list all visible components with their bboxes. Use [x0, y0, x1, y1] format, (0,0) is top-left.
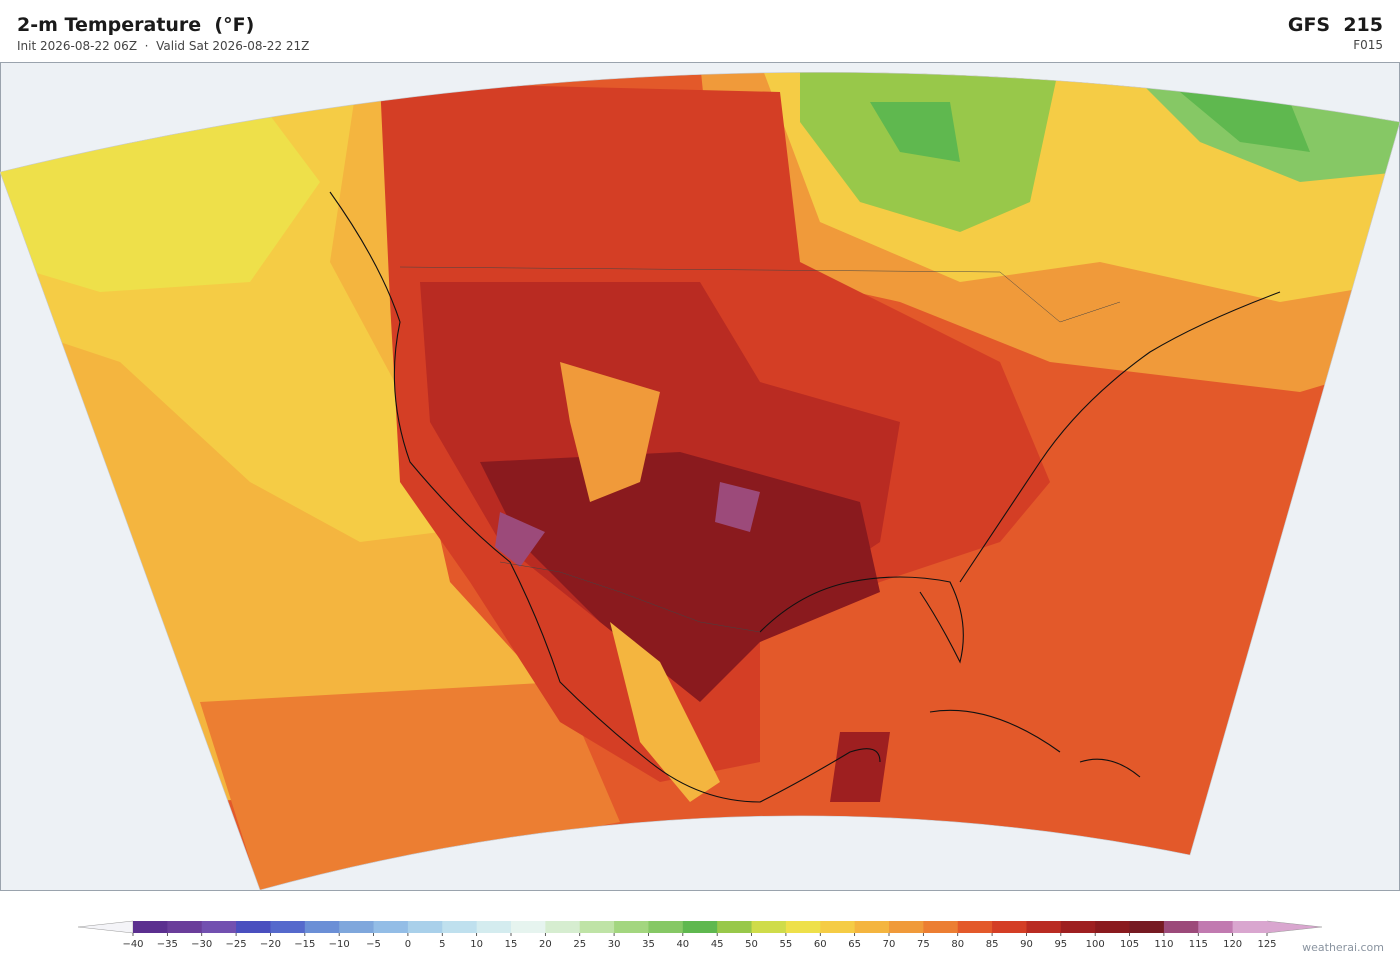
colorbar-tick-label: −25: [226, 939, 247, 950]
colorbar-tick-label: 75: [917, 939, 930, 950]
colorbar-tick-label: −10: [329, 939, 350, 950]
colorbar-bin: [648, 921, 684, 933]
colorbar-tick-label: 20: [539, 939, 552, 950]
coastlines: [329, 191, 1281, 803]
colorbar-tick-label: 80: [951, 939, 964, 950]
colorbar-tick-label: 10: [470, 939, 483, 950]
colorbar-tick-label: 25: [573, 939, 586, 950]
colorbar-bin: [1198, 921, 1234, 933]
colorbar-tick-label: 105: [1120, 939, 1139, 950]
colorbar-bin: [236, 921, 271, 933]
colorbar-bin: [339, 921, 375, 933]
colorbar-bin: [1129, 921, 1165, 933]
colorbar-tick-label: 45: [711, 939, 724, 950]
colorbar-bin: [1095, 921, 1131, 933]
colorbar-bin: [889, 921, 924, 933]
colorbar-bin: [511, 921, 546, 933]
colorbar-bin: [614, 921, 649, 933]
domain-outline: [0, 72, 1400, 891]
colorbar-bin: [1026, 921, 1062, 933]
colorbar-tick-label: 55: [780, 939, 793, 950]
model-name: GFS 215: [1287, 14, 1383, 36]
colorbar-bin: [751, 921, 787, 933]
colorbar-tick-label: 125: [1257, 939, 1276, 950]
colorbar-tick-label: 90: [1020, 939, 1033, 950]
colorbar-bin: [923, 921, 959, 933]
attribution: weatherai.com: [1302, 941, 1384, 954]
colorbar-bin: [373, 921, 409, 933]
forecast-hour: F015: [1353, 38, 1383, 52]
colorbar-bin: [957, 921, 993, 933]
colorbar-bin: [407, 921, 443, 933]
colorbar-bin: [1163, 921, 1199, 933]
colorbar-tick-label: 5: [439, 939, 445, 950]
colorbar-tick-label: −15: [294, 939, 315, 950]
colorbar-tick-label: 0: [405, 939, 411, 950]
colorbar-bin: [579, 921, 615, 933]
colorbar-tick-label: 85: [986, 939, 999, 950]
colorbar-bin: [167, 921, 203, 933]
colorbar-bin: [270, 921, 306, 933]
colorbar-tick-label: 120: [1223, 939, 1242, 950]
colorbar-tick-label: 115: [1189, 939, 1208, 950]
colorbar-tick-label: 95: [1054, 939, 1067, 950]
colorbar-bin: [545, 921, 581, 933]
title: 2-m Temperature (°F): [17, 14, 255, 36]
colorbar-bin: [442, 921, 478, 933]
colorbar-tick-label: 50: [745, 939, 758, 950]
map: [0, 62, 1400, 891]
colorbar: −40 −35 −30 −25 −20 −15 −10 −5 0 5 10 15 20 25 30 35 40 4…: [77, 920, 1323, 950]
colorbar-tick-label: 70: [883, 939, 896, 950]
colorbar-bin: [785, 921, 821, 933]
colorbar-tick-label: 15: [505, 939, 518, 950]
subtitle: Init 2026-08-22 06Z · Valid Sat 2026-08-…: [17, 39, 310, 53]
colorbar-bin: [682, 921, 718, 933]
colorbar-bin: [476, 921, 512, 933]
colorbar-tick-label: 65: [848, 939, 861, 950]
colorbar-tick-label: 35: [642, 939, 655, 950]
colorbar-over: [1266, 920, 1323, 934]
colorbar-tick-label: 30: [608, 939, 621, 950]
colorbar-bin: [133, 921, 168, 933]
temperature-field: [0, 72, 1400, 890]
colorbar-bin: [1060, 921, 1096, 933]
colorbar-tick-label: 40: [676, 939, 689, 950]
colorbar-tick-label: 60: [814, 939, 827, 950]
colorbar-tick-label: 110: [1154, 939, 1173, 950]
colorbar-tick-label: −40: [122, 939, 143, 950]
colorbar-bin: [201, 921, 237, 933]
colorbar-bin: [717, 921, 753, 933]
borders: [399, 266, 1121, 633]
colorbar-under: [77, 920, 134, 934]
colorbar-bin: [304, 921, 340, 933]
colorbar-tick-label: 100: [1086, 939, 1105, 950]
colorbar-bin: [854, 921, 890, 933]
colorbar-tick-label: −30: [191, 939, 212, 950]
colorbar-bin: [992, 921, 1027, 933]
colorbar-bin: [1232, 921, 1268, 933]
colorbar-tick-label: −35: [157, 939, 178, 950]
colorbar-bin: [820, 921, 856, 933]
colorbar-tick-label: −20: [260, 939, 281, 950]
colorbar-tick-label: −5: [366, 939, 381, 950]
